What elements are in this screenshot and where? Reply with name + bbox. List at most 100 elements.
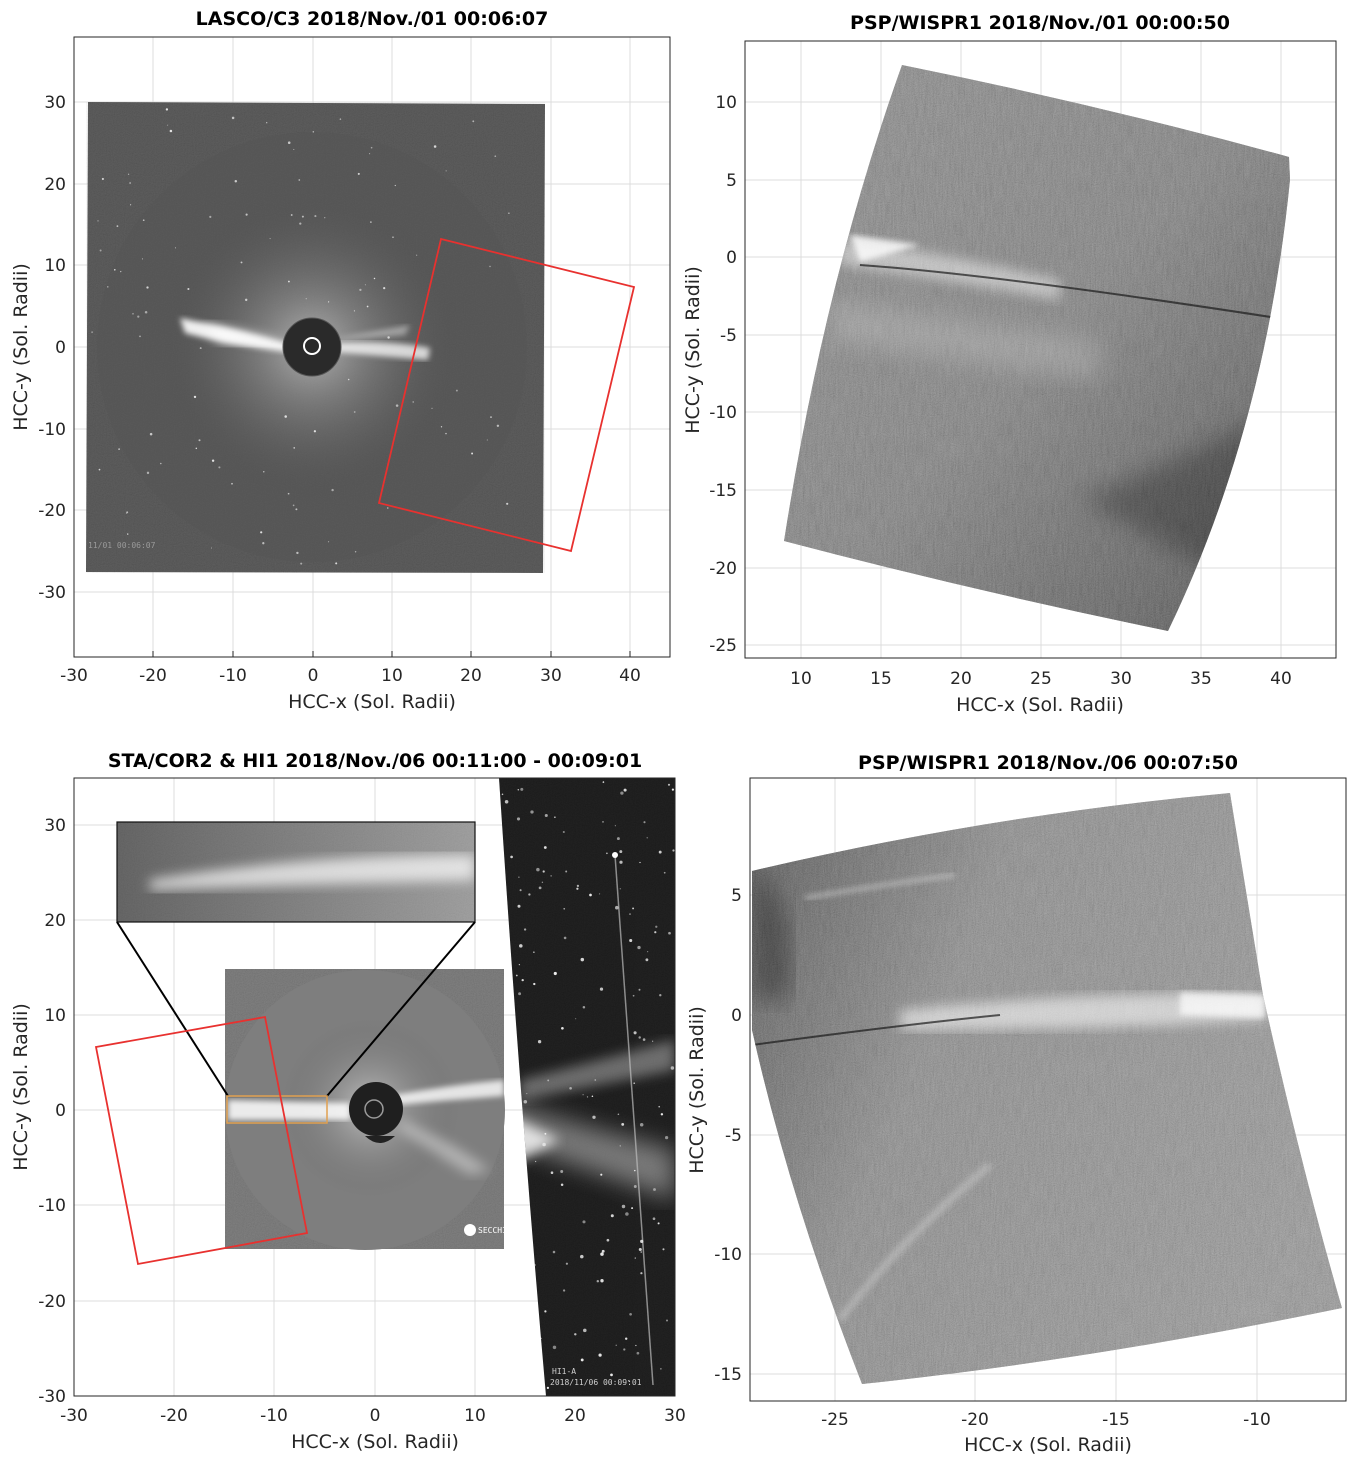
svg-text:-25: -25 — [821, 1410, 849, 1430]
star — [636, 1351, 640, 1355]
star — [639, 1122, 644, 1127]
star — [508, 212, 510, 214]
star — [632, 994, 635, 997]
svg-text:0: 0 — [55, 338, 66, 358]
star — [660, 1368, 662, 1370]
wispr-1-image — [784, 65, 1290, 631]
star — [586, 1096, 589, 1098]
star — [193, 395, 197, 399]
svg-text:25: 25 — [1030, 669, 1052, 689]
svg-text:20: 20 — [950, 669, 972, 689]
star — [518, 876, 520, 878]
star — [146, 471, 150, 475]
star — [263, 471, 265, 473]
star — [504, 800, 509, 804]
star — [520, 787, 524, 791]
star — [445, 432, 447, 435]
star — [631, 1207, 634, 1210]
star — [629, 913, 631, 915]
svg-text:20: 20 — [44, 911, 66, 931]
star — [610, 1373, 613, 1377]
star — [600, 1252, 604, 1256]
star — [160, 462, 162, 465]
star — [231, 482, 233, 485]
svg-text:-30: -30 — [38, 1387, 66, 1407]
svg-text:-30: -30 — [60, 666, 88, 686]
star — [354, 551, 357, 553]
star — [528, 893, 531, 896]
hi1-timestamp: 2018/11/06 00:09:01 — [550, 1378, 642, 1387]
star — [387, 507, 389, 509]
star — [519, 944, 523, 948]
star — [565, 1262, 569, 1265]
svg-text:0: 0 — [55, 1101, 66, 1121]
star — [295, 508, 298, 511]
star — [519, 889, 522, 892]
star — [165, 108, 169, 111]
star — [506, 502, 509, 505]
star — [412, 401, 414, 403]
star — [331, 488, 334, 492]
svg-text:30: 30 — [540, 666, 562, 686]
star — [657, 1222, 660, 1225]
star — [546, 1386, 550, 1390]
star — [167, 124, 169, 126]
star — [580, 1254, 584, 1259]
star — [359, 288, 362, 292]
panel-wispr-2: PSP/WISPR1 2018/Nov./06 00:07:50 -25 -20… — [686, 752, 1347, 1456]
star — [129, 182, 131, 184]
star — [266, 122, 268, 124]
zoom-connector-right — [326, 921, 476, 1097]
star — [634, 1257, 636, 1259]
y-axis-label: HCC-y (Sol. Radii) — [686, 1006, 708, 1174]
star — [312, 131, 315, 133]
panel-wispr-1: PSP/WISPR1 2018/Nov./01 00:00:50 10 15 — [682, 12, 1337, 716]
y-tick-labels: 5 0 -5 -10 -15 — [714, 886, 742, 1385]
svg-text:10: 10 — [381, 666, 403, 686]
star — [211, 459, 215, 462]
star — [616, 837, 620, 841]
star — [369, 153, 371, 155]
svg-text:20: 20 — [460, 666, 482, 686]
star — [619, 1145, 621, 1147]
cor2-image: SECCHI — [225, 969, 507, 1250]
star — [383, 287, 386, 290]
star — [594, 1079, 597, 1081]
star — [234, 180, 238, 183]
svg-text:-20: -20 — [139, 666, 167, 686]
star — [490, 416, 492, 418]
panel-title: PSP/WISPR1 2018/Nov./01 00:00:50 — [850, 12, 1230, 34]
star — [639, 861, 641, 864]
star — [569, 1086, 572, 1090]
star — [126, 512, 128, 514]
svg-text:-15: -15 — [714, 1365, 742, 1385]
star — [544, 1132, 547, 1135]
star — [619, 888, 621, 890]
star — [600, 1279, 604, 1283]
svg-text:40: 40 — [619, 666, 641, 686]
svg-text:-20: -20 — [38, 501, 66, 521]
star — [339, 118, 342, 120]
star — [602, 781, 605, 783]
star — [582, 1005, 586, 1009]
star — [625, 1337, 628, 1340]
star — [97, 220, 99, 222]
star — [99, 249, 102, 252]
star — [655, 925, 658, 928]
x-tick-labels: -30 -20 -10 0 10 20 30 40 — [60, 666, 641, 686]
y-axis-label: HCC-y (Sol. Radii) — [10, 1003, 32, 1171]
star — [486, 439, 488, 441]
star — [660, 1113, 664, 1116]
star — [530, 810, 534, 814]
star — [471, 452, 474, 455]
svg-text:-10: -10 — [709, 403, 737, 423]
svg-text:-15: -15 — [709, 481, 737, 501]
star — [455, 389, 458, 392]
star — [472, 120, 475, 123]
star — [174, 247, 177, 249]
svg-text:30: 30 — [1110, 669, 1132, 689]
star — [416, 254, 418, 256]
star — [550, 1171, 554, 1174]
svg-text:10: 10 — [44, 1006, 66, 1026]
y-tick-labels: 30 20 10 0 -10 -20 -30 — [38, 93, 66, 603]
